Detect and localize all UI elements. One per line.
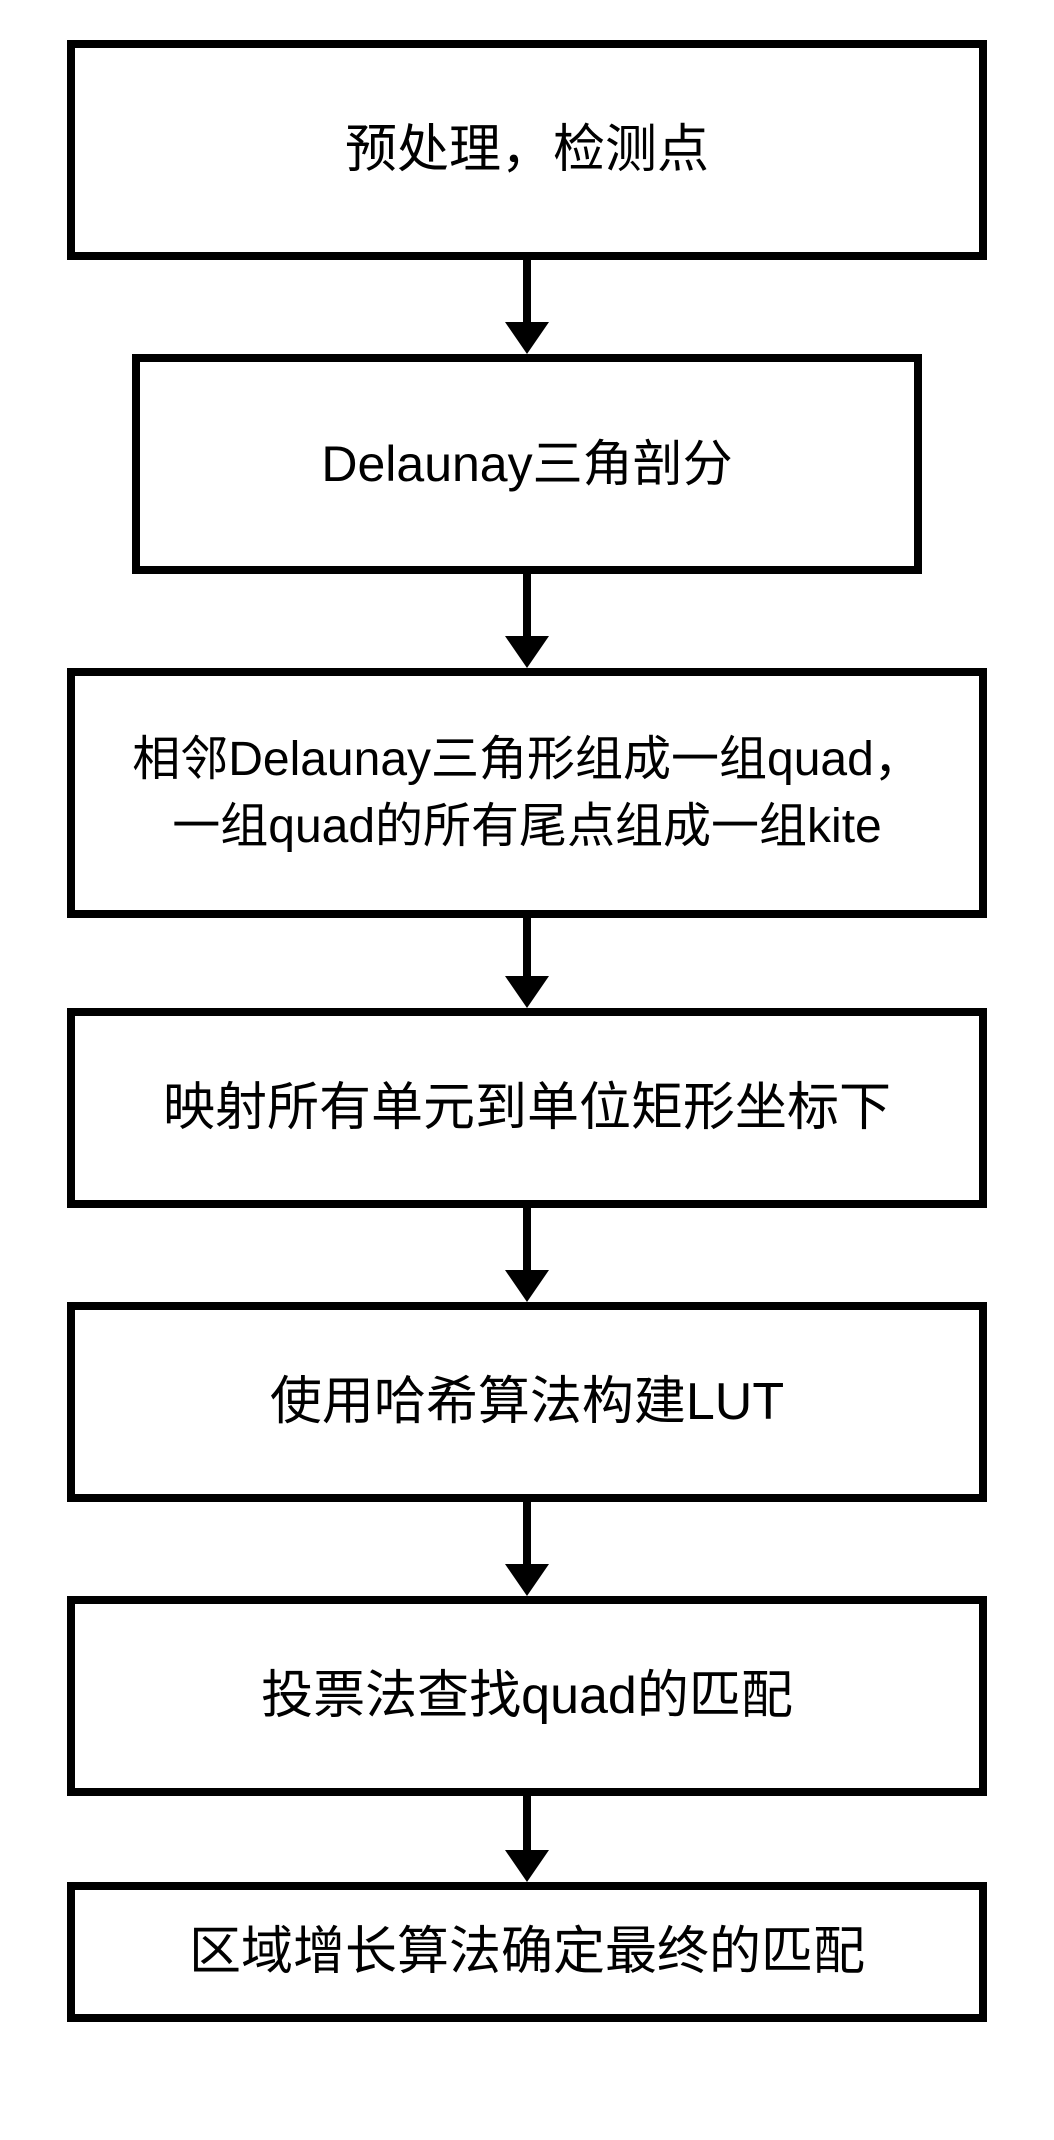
flowchart-node-label: 区域增长算法确定最终的匹配 xyxy=(189,1916,865,1989)
flowchart-node-label: 使用哈希算法构建LUT xyxy=(270,1366,784,1439)
arrow-head-icon xyxy=(505,1270,549,1302)
flowchart-node-n7: 区域增长算法确定最终的匹配 xyxy=(67,1882,987,2022)
arrow-head-icon xyxy=(505,322,549,354)
flowchart-container: 预处理，检测点 Delaunay三角剖分相邻Delaunay三角形组成一组quad… xyxy=(0,40,1054,2022)
flowchart-node-label: 映射所有单元到单位矩形坐标下 xyxy=(163,1072,891,1145)
arrow-head-icon xyxy=(505,1850,549,1882)
flowchart-arrow xyxy=(505,1502,549,1596)
arrow-line xyxy=(523,574,531,636)
flowchart-arrow xyxy=(505,918,549,1008)
arrow-head-icon xyxy=(505,636,549,668)
flowchart-node-label: 预处理，检测点 xyxy=(345,114,709,187)
flowchart-node-n3: 相邻Delaunay三角形组成一组quad， 一组quad的所有尾点组成一组ki… xyxy=(67,668,987,918)
flowchart-node-label: 相邻Delaunay三角形组成一组quad， 一组quad的所有尾点组成一组ki… xyxy=(132,726,922,860)
arrow-head-icon xyxy=(505,1564,549,1596)
flowchart-node-label: 投票法查找quad的匹配 xyxy=(261,1660,793,1733)
arrow-line xyxy=(523,1796,531,1850)
flowchart-node-n6: 投票法查找quad的匹配 xyxy=(67,1596,987,1796)
flowchart-arrow xyxy=(505,574,549,668)
flowchart-node-n2: Delaunay三角剖分 xyxy=(132,354,922,574)
arrow-line xyxy=(523,918,531,976)
flowchart-node-n4: 映射所有单元到单位矩形坐标下 xyxy=(67,1008,987,1208)
flowchart-node-n1: 预处理，检测点 xyxy=(67,40,987,260)
arrow-head-icon xyxy=(505,976,549,1008)
flowchart-node-label: Delaunay三角剖分 xyxy=(321,429,732,499)
flowchart-arrow xyxy=(505,1796,549,1882)
arrow-line xyxy=(523,1208,531,1270)
flowchart-arrow xyxy=(505,1208,549,1302)
flowchart-node-n5: 使用哈希算法构建LUT xyxy=(67,1302,987,1502)
arrow-line xyxy=(523,1502,531,1564)
arrow-line xyxy=(523,260,531,322)
flowchart-arrow xyxy=(505,260,549,354)
